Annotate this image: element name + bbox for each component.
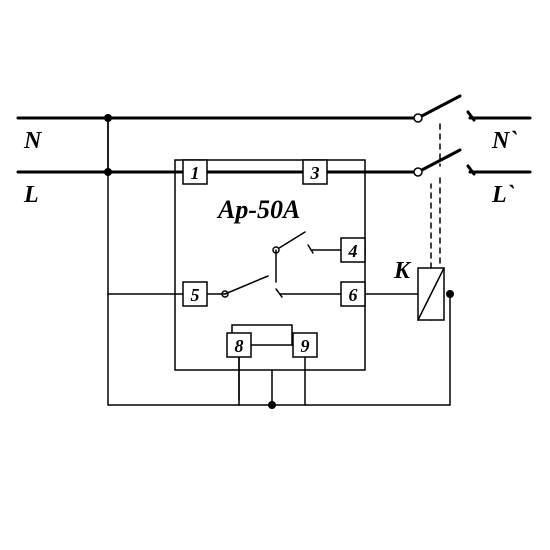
label-N-left: N: [24, 128, 41, 155]
svg-text:9: 9: [301, 336, 310, 356]
label-N-right: N`: [492, 128, 517, 155]
svg-text:8: 8: [235, 336, 244, 356]
svg-text:4: 4: [348, 241, 358, 261]
svg-text:1: 1: [191, 163, 200, 183]
svg-text:3: 3: [310, 163, 320, 183]
label-K: K: [394, 258, 410, 285]
svg-text:5: 5: [191, 285, 200, 305]
svg-text:6: 6: [349, 285, 358, 305]
label-device: Ap-50A: [218, 195, 300, 225]
label-L-left: L: [24, 182, 39, 209]
label-L-right: L`: [492, 182, 515, 209]
